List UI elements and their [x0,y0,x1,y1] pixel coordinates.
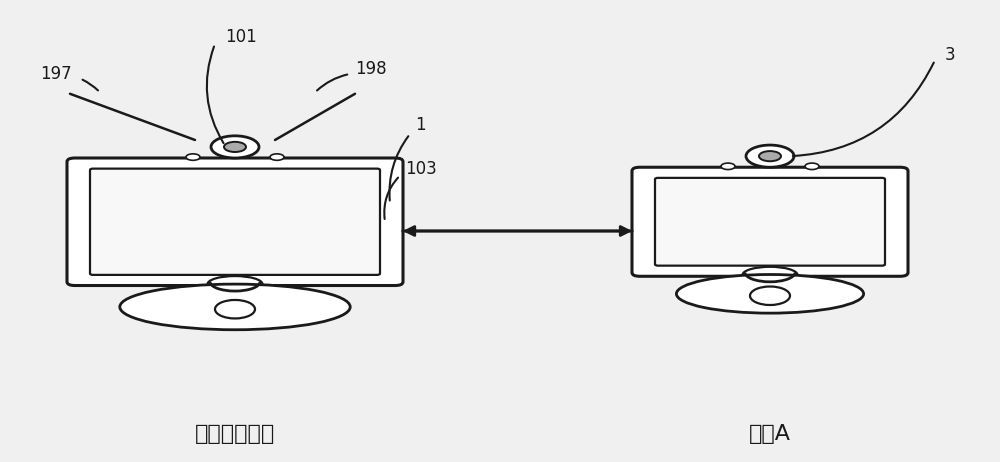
Circle shape [215,300,255,318]
Circle shape [211,136,259,158]
Circle shape [186,154,200,160]
Text: 用户A: 用户A [749,424,791,444]
Circle shape [270,154,284,160]
Text: 198: 198 [355,61,387,78]
Circle shape [746,145,794,167]
Text: 3: 3 [945,47,956,64]
Circle shape [805,163,819,170]
Circle shape [759,151,781,161]
Text: 101: 101 [225,28,257,46]
Circle shape [721,163,735,170]
FancyBboxPatch shape [632,167,908,276]
Ellipse shape [120,284,350,330]
Text: 103: 103 [405,160,437,177]
FancyBboxPatch shape [655,178,885,266]
Text: 197: 197 [40,65,72,83]
FancyBboxPatch shape [67,158,403,286]
Text: 实况共享终端: 实况共享终端 [195,424,275,444]
Text: 1: 1 [415,116,426,134]
Circle shape [750,286,790,305]
Ellipse shape [676,274,864,313]
Circle shape [224,142,246,152]
FancyBboxPatch shape [90,169,380,275]
